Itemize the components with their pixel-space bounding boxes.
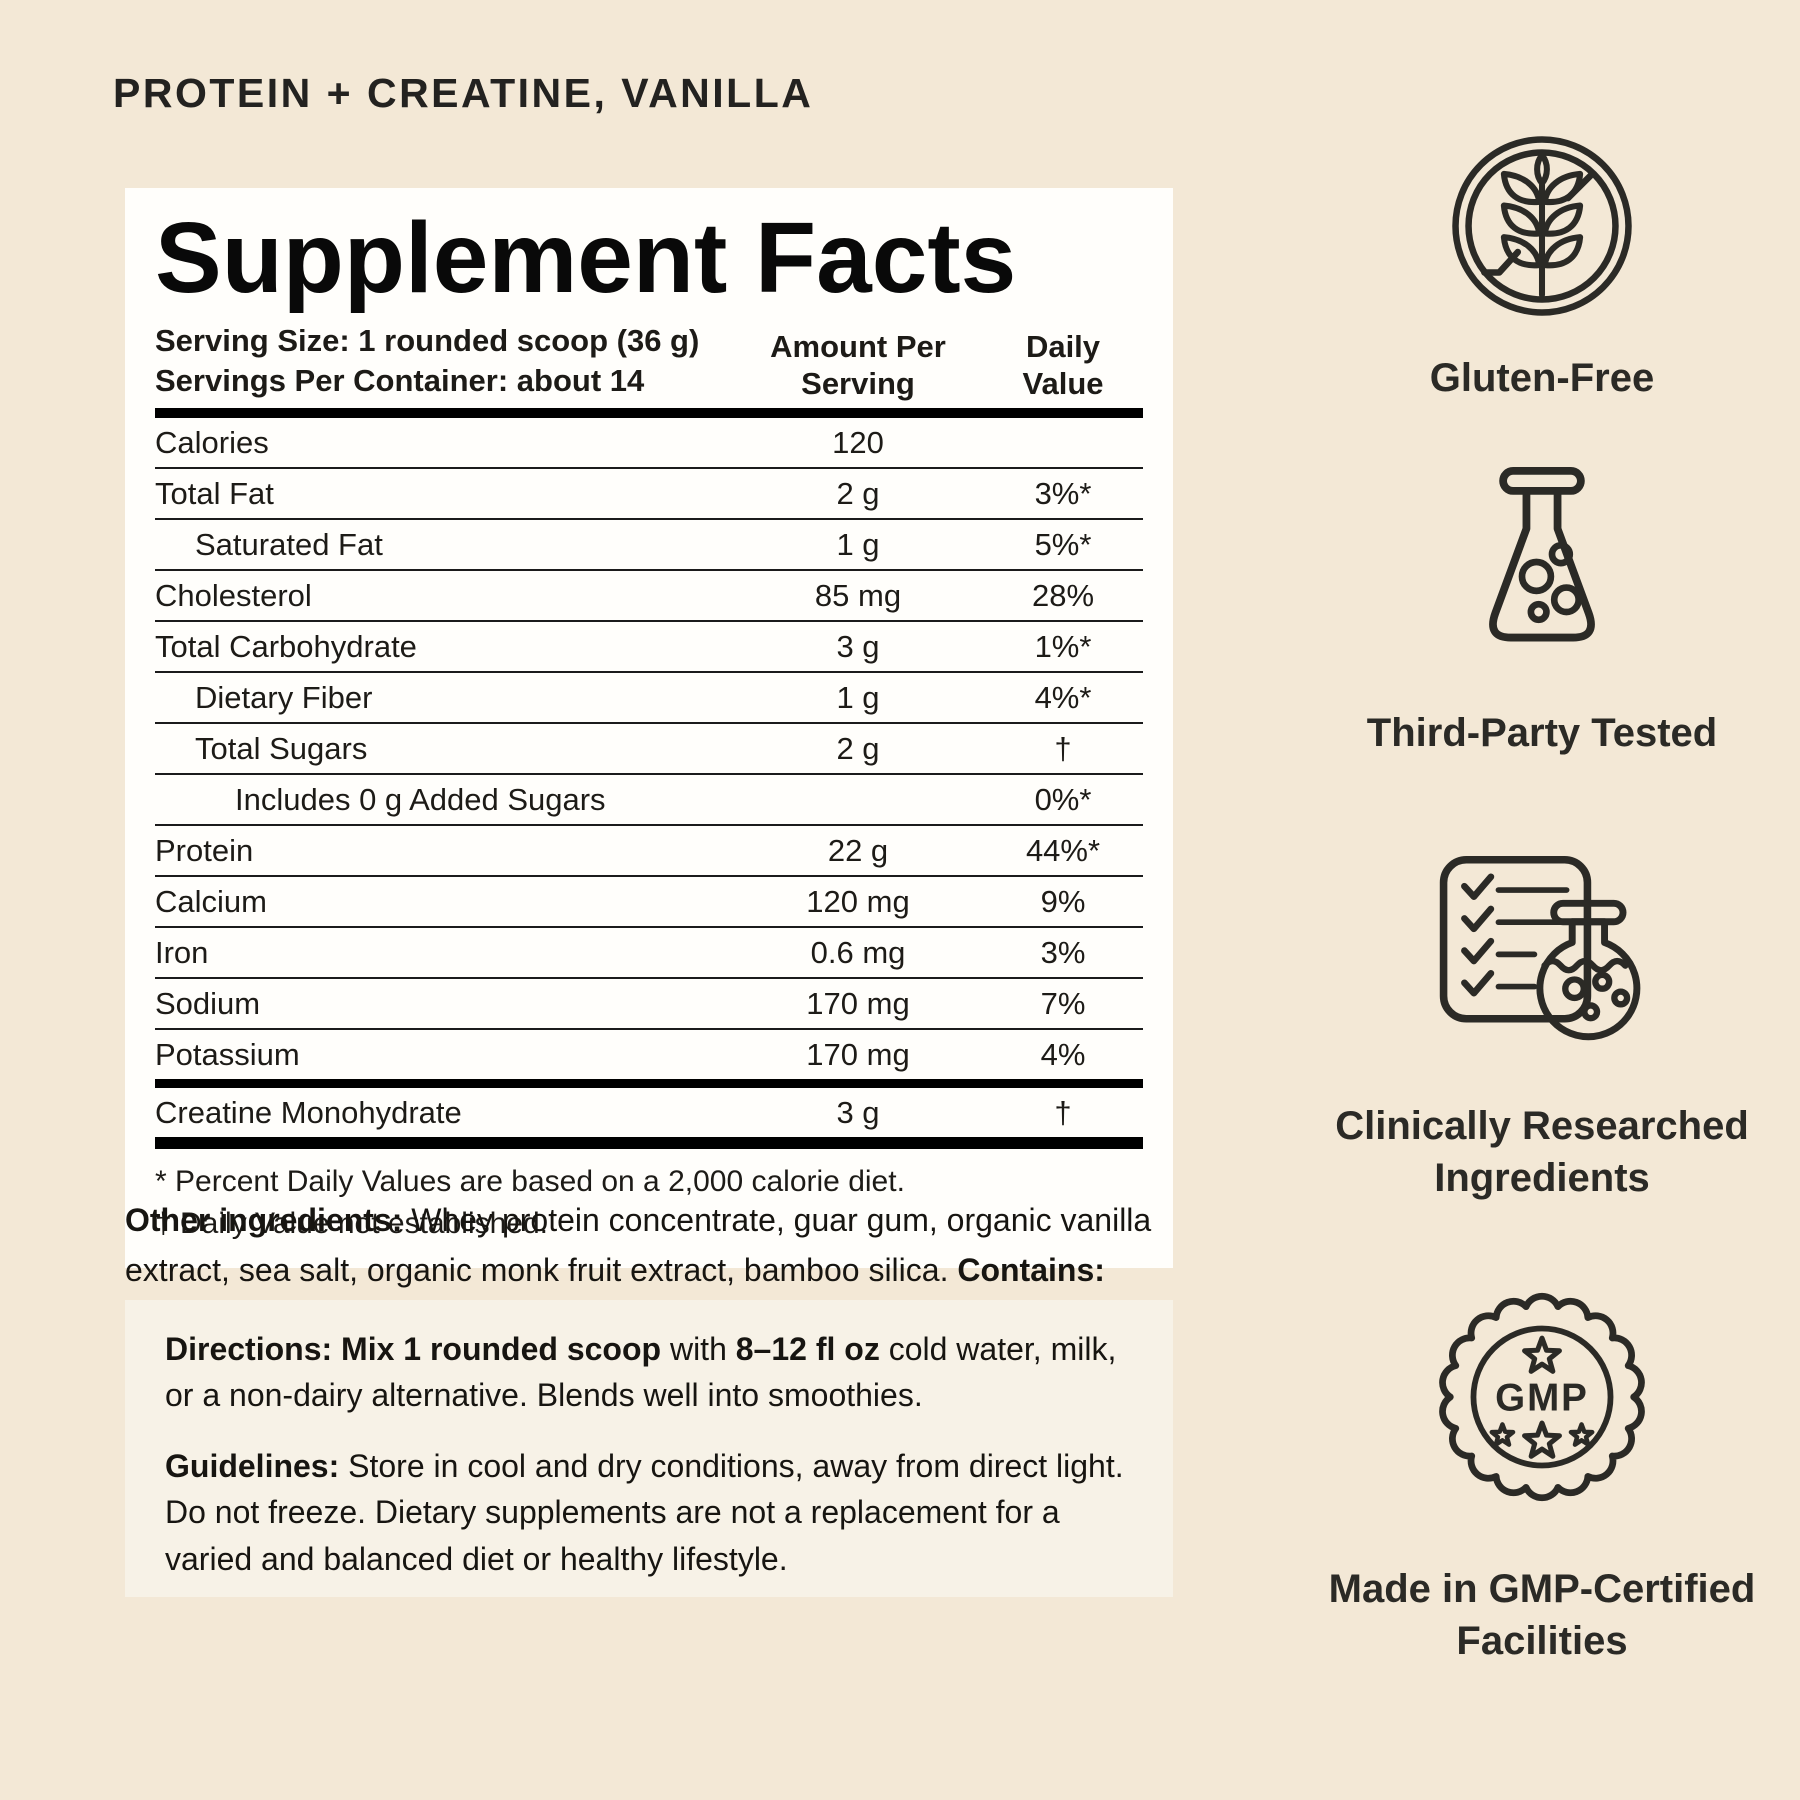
checklist-flask-icon — [1439, 855, 1641, 1041]
serving-info: Serving Size: 1 rounded scoop (36 g) Ser… — [155, 321, 1143, 400]
column-header-daily-value: Daily Value — [1022, 328, 1104, 402]
badge-label: Gluten-Free — [1429, 356, 1655, 400]
nutrient-amount: 170 mg — [806, 986, 910, 1022]
table-row: Total Fat 2 g 3%* — [155, 469, 1143, 521]
nutrient-label: Iron — [155, 935, 209, 971]
nutrient-amount: 120 — [832, 425, 884, 461]
nutrient-label: Total Fat — [155, 476, 274, 512]
supplement-facts-title: Supplement Facts — [155, 202, 1017, 314]
nutrient-label: Protein — [155, 833, 254, 869]
nutrient-amount: 2 g — [836, 476, 880, 512]
gluten-free-icon — [1452, 136, 1632, 316]
badge-label: Clinically Researched Ingredients — [1335, 1104, 1749, 1200]
nutrient-daily-value: 9% — [1040, 884, 1086, 920]
nutrient-label: Total Carbohydrate — [155, 629, 417, 665]
badge-label: Third-Party Tested — [1366, 711, 1718, 755]
nutrient-amount: 1 g — [836, 680, 880, 716]
nutrient-amount: 1 g — [836, 527, 880, 563]
footnotes: * Percent Daily Values are based on a 2,… — [155, 1149, 1143, 1244]
nutrient-daily-value: † — [1054, 731, 1072, 767]
table-row: Includes 0 g Added Sugars 0%* — [155, 775, 1143, 827]
table-row: Total Sugars 2 g † — [155, 724, 1143, 776]
nutrient-daily-value: 4% — [1040, 1037, 1086, 1073]
table-row: Saturated Fat 1 g 5%* — [155, 520, 1143, 572]
nutrient-label: Creatine Monohydrate — [155, 1095, 462, 1131]
product-title: PROTEIN + CREATINE, VANILLA — [113, 70, 814, 116]
column-header-amount: Amount Per Serving — [770, 328, 946, 402]
nutrient-label: Calories — [155, 425, 269, 461]
badge-gmp-certified: GMP Made in GMP-Certified Facilities — [1312, 1286, 1772, 1667]
table-row: Cholesterol 85 mg 28% — [155, 571, 1143, 623]
table-row: Potassium 170 mg 4% — [155, 1030, 1143, 1089]
nutrient-amount: 170 mg — [806, 1037, 910, 1073]
footnote-asterisk: * Percent Daily Values are based on a 2,… — [155, 1165, 905, 1199]
nutrient-label: Potassium — [155, 1037, 300, 1073]
badge-clinically-researched: Clinically Researched Ingredients — [1312, 852, 1772, 1204]
nutrition-rows: Calories 120 Total Fat 2 g 3%* Saturated… — [155, 418, 1143, 1150]
nutrient-daily-value: 28% — [1031, 578, 1095, 614]
badge-gluten-free: Gluten-Free — [1312, 133, 1772, 404]
nutrient-amount: 85 mg — [814, 578, 902, 614]
nutrient-label: Dietary Fiber — [195, 680, 373, 716]
nutrient-amount: 2 g — [836, 731, 880, 767]
nutrient-daily-value: 1%* — [1034, 629, 1092, 665]
nutrient-daily-value: 44%* — [1025, 833, 1101, 869]
contains-label: Contains: — [957, 1251, 1105, 1288]
serving-size: Serving Size: 1 rounded scoop (36 g) — [155, 323, 700, 358]
badge-label: Made in GMP-Certified Facilities — [1328, 1567, 1756, 1663]
nutrient-daily-value: 3%* — [1034, 476, 1092, 512]
nutrient-daily-value: 0%* — [1034, 782, 1092, 818]
other-ingredients-label: Other ingredients: — [125, 1202, 403, 1238]
table-row: Protein 22 g 44%* — [155, 826, 1143, 878]
nutrient-label: Total Sugars — [195, 731, 368, 767]
nutrient-amount: 3 g — [836, 629, 880, 665]
nutrient-daily-value: 3% — [1040, 935, 1086, 971]
nutrient-amount: 0.6 mg — [810, 935, 906, 971]
nutrient-amount: 120 mg — [806, 884, 910, 920]
nutrient-daily-value: 5%* — [1034, 527, 1092, 563]
supplement-facts-header: Serving Size: 1 rounded scoop (36 g) Ser… — [155, 321, 1143, 419]
nutrient-daily-value: 7% — [1040, 986, 1086, 1022]
nutrient-daily-value: † — [1054, 1095, 1072, 1131]
nutrient-label: Cholesterol — [155, 578, 312, 614]
badge-third-party-tested: Third-Party Tested — [1312, 462, 1772, 759]
table-row: Dietary Fiber 1 g 4%* — [155, 673, 1143, 725]
other-ingredients-text: Other ingredients: Whey protein concentr… — [125, 1202, 1152, 1337]
nutrient-label: Sodium — [155, 986, 261, 1022]
nutrient-label: Calcium — [155, 884, 267, 920]
table-row: Sodium 170 mg 7% — [155, 979, 1143, 1031]
nutrient-daily-value: 4%* — [1034, 680, 1092, 716]
guidelines-text: Guidelines: Store in cool and dry condit… — [165, 1447, 1124, 1577]
table-row: Total Carbohydrate 3 g 1%* — [155, 622, 1143, 674]
gmp-seal-icon: GMP — [1439, 1292, 1645, 1502]
directions-guidelines-box: Directions: Mix 1 rounded scoop with 8–1… — [125, 1300, 1173, 1597]
table-row: Calories 120 — [155, 418, 1143, 470]
table-row: Calcium 120 mg 9% — [155, 877, 1143, 929]
gmp-seal-text: GMP — [1495, 1377, 1589, 1420]
nutrient-amount: 22 g — [827, 833, 889, 869]
supplement-facts-panel: Supplement Facts Serving Size: 1 rounded… — [125, 188, 1173, 1269]
nutrient-amount: 3 g — [836, 1095, 880, 1131]
table-row: Creatine Monohydrate 3 g † — [155, 1088, 1143, 1150]
servings-per-container: Servings Per Container: about 14 — [155, 362, 645, 398]
flask-icon — [1489, 467, 1595, 642]
nutrient-label: Includes 0 g Added Sugars — [235, 782, 606, 818]
footnote-dagger: † Daily Value not established. — [155, 1206, 549, 1240]
table-row: Iron 0.6 mg 3% — [155, 928, 1143, 980]
nutrient-label: Saturated Fat — [195, 527, 383, 563]
directions-text: Directions: Mix 1 rounded scoop with 8–1… — [165, 1331, 1117, 1414]
